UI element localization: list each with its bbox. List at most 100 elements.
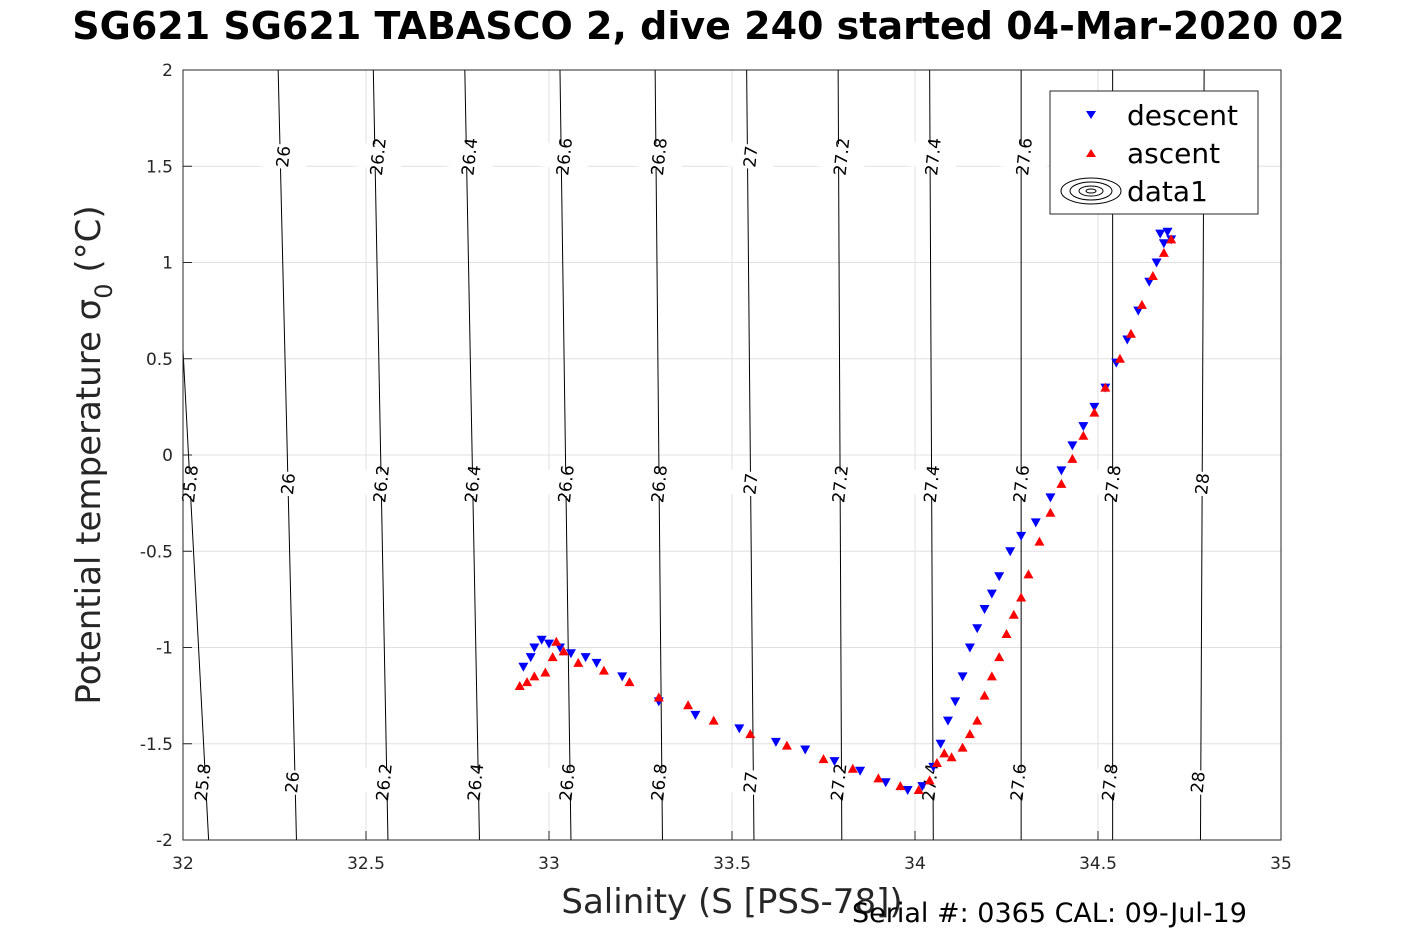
descent-point [902, 785, 913, 795]
ascent-point [1016, 592, 1027, 602]
descent-point [1133, 306, 1144, 316]
descent-point [935, 739, 946, 749]
descent-point [544, 639, 554, 649]
ascent-point [1023, 569, 1034, 579]
contour-label-bg [813, 767, 864, 797]
contour-label: 26.6 [555, 464, 579, 504]
contour-label-bg [539, 142, 590, 172]
legend-descent-label: descent [1127, 99, 1238, 132]
data-points [514, 227, 1177, 795]
ascent-point [1136, 299, 1147, 309]
contour-label-bg [814, 469, 866, 499]
descent-point [1158, 239, 1169, 249]
y-tick-label: -1 [156, 639, 173, 659]
contour-label-bg [633, 142, 685, 172]
contour-label: 27.8 [1099, 762, 1123, 802]
y-tick-label: -0.5 [140, 542, 173, 562]
contour-label-bg [352, 142, 404, 172]
descent-point [986, 589, 997, 599]
x-tick-label: 34 [904, 854, 926, 874]
contour-line [746, 70, 755, 840]
contour-label-bg [358, 767, 410, 797]
contour-label-bg [633, 767, 685, 797]
contour-label-bg [177, 767, 228, 797]
ascent-point [781, 740, 792, 750]
descent-point [855, 766, 866, 776]
contour-label: 26 [273, 145, 295, 169]
contour-label-bg [1087, 469, 1138, 499]
descent-point [880, 778, 891, 788]
descent-point [1005, 547, 1016, 557]
ascent-point [551, 636, 562, 646]
y-tick-label: -2 [156, 831, 173, 851]
ascent-point [1008, 609, 1019, 619]
contour-label: 27.6 [1010, 464, 1034, 504]
ascent-point [1034, 536, 1045, 546]
x-axis-label: Salinity (S [PSS-78]) [561, 882, 902, 922]
contour-line [654, 70, 663, 840]
ascent-point [964, 729, 975, 739]
contour-label-bg [996, 469, 1047, 499]
y-axis-ticks: -2 -1.5 -1 -0.5 0 0.5 1 1.5 2 [140, 61, 192, 851]
y-tick-label: 0.5 [146, 350, 173, 370]
contour-label-bg [444, 142, 495, 172]
ascent-point [558, 646, 569, 656]
descent-point [518, 662, 529, 672]
legend-box [1049, 90, 1259, 215]
ascent-point [972, 715, 983, 725]
descent-point [529, 643, 540, 653]
contour-label-bg [725, 469, 776, 499]
ascent-point [683, 700, 694, 710]
descent-point [1144, 277, 1155, 287]
contour-label: 25.8 [192, 762, 216, 802]
x-axis-ticks: 32 32.5 33 33.5 34 34.5 35 [172, 831, 1292, 874]
descent-point [1067, 441, 1078, 451]
ascent-point [939, 748, 950, 758]
contour-label: 27.2 [829, 464, 853, 504]
serial-cal-footer: Serial #: 0365 CAL: 09-Jul-19 [852, 898, 1247, 929]
contour-label: 26.2 [370, 464, 394, 504]
descent-point [1016, 531, 1027, 541]
ascent-point [1067, 453, 1078, 463]
contour-label-bg [447, 469, 498, 499]
legend-descent-marker [1086, 111, 1096, 119]
contour-label: 25.8 [179, 464, 203, 504]
descent-point [617, 672, 628, 682]
ascent-point [873, 773, 884, 783]
ascent-point [957, 742, 968, 752]
descent-point [525, 653, 536, 663]
descent-point [1078, 422, 1089, 432]
y-tick-label: 2 [162, 61, 173, 81]
contour-label-bg [816, 142, 867, 172]
ascent-point [522, 677, 533, 687]
ascent-point [624, 677, 635, 687]
descent-point [964, 643, 975, 653]
x-tick-label: 33.5 [713, 854, 751, 874]
descent-point [1162, 227, 1173, 237]
legend-data1-contour-icon [1060, 177, 1122, 205]
contour-label: 26.8 [648, 762, 672, 802]
contour-label-bg [906, 469, 957, 499]
descent-point [690, 710, 701, 720]
contour-label: 28 [1192, 472, 1214, 496]
descent-point [994, 572, 1005, 582]
contour-line [559, 70, 572, 840]
descent-point [734, 724, 745, 734]
ascent-point [1078, 430, 1089, 440]
contour-line [929, 70, 934, 840]
ascent-point [547, 652, 558, 662]
y-axis-label-main: Potential temperature σ [69, 299, 109, 705]
contour-label-bg [993, 767, 1044, 797]
ascent-point [1147, 270, 1158, 280]
ascent-point [573, 657, 584, 667]
ascent-point [1114, 353, 1125, 363]
contour-label-bg [267, 767, 318, 797]
contour-label-bg [164, 469, 216, 499]
contour-label: 27.4 [921, 464, 945, 504]
descent-point [536, 635, 547, 645]
contour-label-bg [998, 142, 1050, 172]
contour-label: 27.6 [1013, 137, 1037, 177]
descent-point [957, 672, 968, 682]
ascent-point [924, 775, 935, 785]
y-tick-label: 1.5 [146, 157, 173, 177]
